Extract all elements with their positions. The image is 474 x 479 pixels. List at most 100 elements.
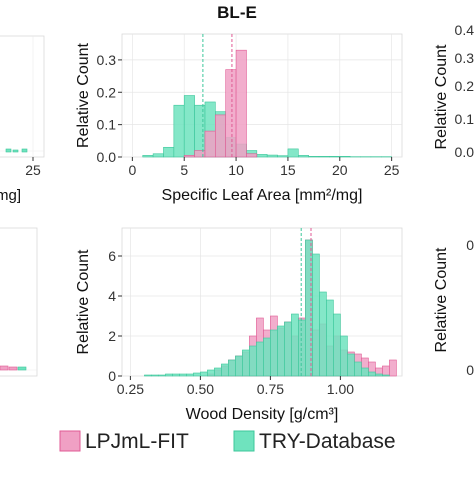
histogram-bar: [165, 374, 172, 376]
histogram-bar: [270, 330, 277, 376]
y-axis-label: Relative Count: [75, 249, 92, 355]
histogram-bar: [368, 372, 375, 376]
histogram-bar: [263, 338, 270, 376]
histogram-bar: [382, 375, 389, 376]
histogram-bar: [158, 375, 165, 376]
histogram-bar: [193, 373, 200, 376]
histogram-bar: [200, 372, 207, 376]
histogram-bar: [382, 366, 389, 376]
histogram-bar: [340, 336, 347, 376]
plot-area: [122, 34, 402, 157]
xtick-label: 1.00: [327, 381, 354, 397]
histogram-bar: [249, 346, 256, 376]
histogram-bar: [228, 360, 235, 376]
ytick-label: 6: [108, 248, 116, 264]
histogram-bar: [235, 356, 242, 376]
histogram-bar: [298, 320, 305, 376]
histogram-bar: [172, 374, 179, 376]
histogram-bar: [195, 105, 205, 157]
xtick-label: 5: [180, 162, 188, 178]
histogram-bar: [236, 50, 246, 157]
histogram-bar: [354, 362, 361, 376]
xtick-label: 0.50: [187, 381, 214, 397]
partial-panel-bottom-left: [0, 228, 37, 376]
partial-ytick: 0.4: [455, 22, 474, 38]
wood-density-histogram: 0 2 4 6 0.25 0.50 0.75 1.00 Wood Density [g/cm³]…: [75, 228, 402, 423]
histogram-bar: [195, 151, 205, 157]
ytick-label: 4: [108, 288, 116, 304]
xtick-label: 0.25: [117, 381, 144, 397]
histogram-bar: [256, 342, 263, 376]
xtick-label: 0.75: [257, 381, 284, 397]
partial-ytick: 0.2: [455, 78, 474, 94]
histogram-bar: [277, 326, 284, 376]
histogram-bar: [319, 156, 329, 157]
legend-label-lpjml: LPJmL-FIT: [85, 430, 189, 453]
histogram-bar: [226, 70, 236, 157]
partial-panel-top-right: Relative Count 0.4 0.3 0.2 0.1 0.0: [433, 22, 474, 160]
histogram-bar: [144, 375, 151, 376]
histogram-bar: [151, 375, 158, 376]
legend-swatch-try: [234, 431, 254, 451]
y-axis-label: Relative Count: [75, 42, 92, 148]
partial-ytick: 0.3: [455, 50, 474, 66]
histogram-bar: [257, 154, 267, 157]
histogram-bar: [267, 155, 277, 157]
ytick-label: 0.2: [97, 84, 117, 100]
histogram-bar: [375, 374, 382, 376]
ytick-label: 0.3: [97, 52, 117, 68]
partial-ytick: 0: [466, 237, 474, 253]
histogram-bar: [221, 364, 228, 376]
histogram-bar: [309, 156, 319, 157]
histogram-bar: [205, 131, 215, 157]
histogram-bar: [340, 156, 350, 157]
histogram-bar: [284, 322, 291, 376]
ytick-label: 0.0: [97, 149, 117, 165]
histogram-bar: [214, 368, 221, 376]
partial-ytick: 0: [466, 362, 474, 378]
panel-title: BL-E: [217, 3, 257, 22]
histogram-bar: [174, 105, 184, 157]
ytick-label: 0: [108, 368, 116, 384]
histogram-bar: [153, 154, 163, 157]
ytick-label: 2: [108, 328, 116, 344]
partial-ylabel: Relative Count: [433, 44, 450, 150]
partial-ytick: 0.0: [455, 144, 474, 160]
histogram-bar: [278, 156, 288, 157]
legend-label-try: TRY-Database: [259, 430, 396, 453]
histogram-bar: [163, 147, 173, 157]
xtick-label: 25: [384, 162, 400, 178]
histogram-bar: [242, 350, 249, 376]
x-axis-label: Specific Leaf Area [mm²/mg]: [162, 187, 363, 204]
histogram-bar: [179, 374, 186, 376]
histogram-bar: [207, 370, 214, 376]
histogram-bar: [298, 155, 308, 157]
histogram-bar: [291, 314, 298, 376]
xtick-label: 10: [228, 162, 244, 178]
partial-ytick: 0.1: [455, 111, 474, 127]
x-axis-label: Wood Density [g/cm³]: [186, 406, 339, 423]
partial-ylabel: Relative Count: [433, 247, 450, 353]
partial-panel-top-left: 25 mg]: [0, 36, 44, 204]
histogram-bar: [329, 156, 339, 157]
histogram-bar: [312, 254, 319, 376]
xtick-label: 15: [280, 162, 296, 178]
histogram-bar: [326, 300, 333, 376]
histogram-bar: [333, 314, 340, 376]
histogram-bar: [361, 368, 368, 376]
legend-swatch-lpjml: [60, 431, 80, 451]
histogram-bar: [389, 360, 396, 376]
histogram-bar: [143, 155, 153, 157]
ytick-label: 0.1: [97, 117, 117, 133]
xtick-label: 0: [128, 162, 136, 178]
histogram-bar: [288, 149, 298, 157]
histogram-bar: [347, 354, 354, 376]
partial-panel-bottom-right: Relative Count 0 0: [433, 237, 474, 378]
histogram-bar: [186, 374, 193, 376]
histogram-bar: [246, 154, 256, 157]
histogram-bar: [184, 155, 194, 157]
legend: LPJmL-FIT TRY-Database: [60, 430, 396, 453]
partial-tick-label: 25: [25, 162, 41, 178]
